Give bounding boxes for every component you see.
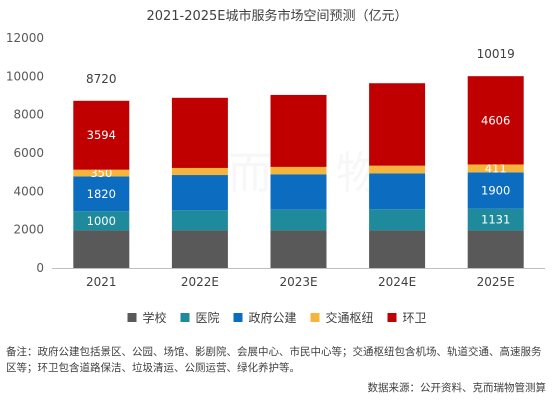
bar-segment <box>171 175 228 211</box>
legend-swatch <box>127 313 137 322</box>
total-label: 8720 <box>86 72 117 86</box>
bar-segment <box>171 230 228 268</box>
bar-segment <box>73 211 130 231</box>
data-label: 1900 <box>481 184 510 198</box>
bar-segment <box>171 210 228 231</box>
bar-segment <box>467 230 524 268</box>
legend-swatch <box>233 313 243 322</box>
bar-segment <box>467 164 524 173</box>
bar-segment <box>467 208 524 231</box>
bar-segment <box>270 209 327 231</box>
bar-segment <box>369 173 426 210</box>
bar-segment <box>369 165 426 174</box>
data-label: 1820 <box>87 187 116 201</box>
bar-segment <box>369 83 426 166</box>
bar-segment <box>467 76 524 165</box>
y-tick-label: 8000 <box>13 108 44 122</box>
y-tick-label: 6000 <box>13 146 44 160</box>
bar-segment <box>73 176 130 212</box>
legend-swatch <box>180 313 190 322</box>
legend-label: 环卫 <box>403 311 427 325</box>
plot-area: 0200040006000800010000120001000182035035… <box>6 31 545 289</box>
x-tick-label: 2023E <box>279 275 317 289</box>
data-label: 3594 <box>87 128 116 142</box>
y-tick-label: 10000 <box>6 69 44 83</box>
bar-segment <box>270 174 327 210</box>
legend-label: 政府公建 <box>249 310 297 325</box>
data-label: 1000 <box>87 214 116 228</box>
bar-segment <box>73 100 130 170</box>
x-tick-label: 2022E <box>181 275 219 289</box>
bar-segment <box>369 230 426 268</box>
stacked-bar-chart: 2021-2025E城市服务市场空间预测（亿元） 克而瑞物 0200040006… <box>6 8 545 325</box>
y-tick-label: 0 <box>36 261 44 275</box>
bar-segment <box>171 97 228 168</box>
data-source: 数据来源：公开资料、克而瑞物管测算 <box>367 382 547 394</box>
legend-label: 交通枢纽 <box>326 310 374 325</box>
bar-segment <box>270 94 327 167</box>
bar-segment <box>467 172 524 209</box>
legend-label: 医院 <box>196 311 220 325</box>
total-label: 10019 <box>477 47 515 61</box>
footnote: 备注：政府公建包括景区、公园、场馆、影剧院、会展中心、市民中心等；交通枢纽包含机… <box>6 346 542 374</box>
data-label: 411 <box>485 161 507 175</box>
y-tick-label: 12000 <box>6 31 44 45</box>
data-label: 4606 <box>481 113 510 127</box>
legend-swatch <box>310 313 320 322</box>
data-label: 1131 <box>481 213 510 227</box>
x-tick-label: 2021 <box>86 275 117 289</box>
x-tick-label: 2024E <box>378 275 416 289</box>
legend-label: 学校 <box>143 310 167 325</box>
legend: 学校 医院 政府公建 交通枢纽 环卫 <box>127 310 427 325</box>
bar-segment <box>369 209 426 231</box>
bar-segment <box>73 169 130 177</box>
legend-swatch <box>387 313 397 322</box>
bar-segment <box>171 167 228 176</box>
x-tick-label: 2025E <box>477 275 515 289</box>
y-tick-label: 4000 <box>13 184 44 198</box>
y-tick-label: 2000 <box>13 223 44 237</box>
bar-segment <box>270 230 327 268</box>
chart-title: 2021-2025E城市服务市场空间预测（亿元） <box>146 8 407 24</box>
bar-segment <box>270 166 327 175</box>
bar-segment <box>73 230 130 268</box>
